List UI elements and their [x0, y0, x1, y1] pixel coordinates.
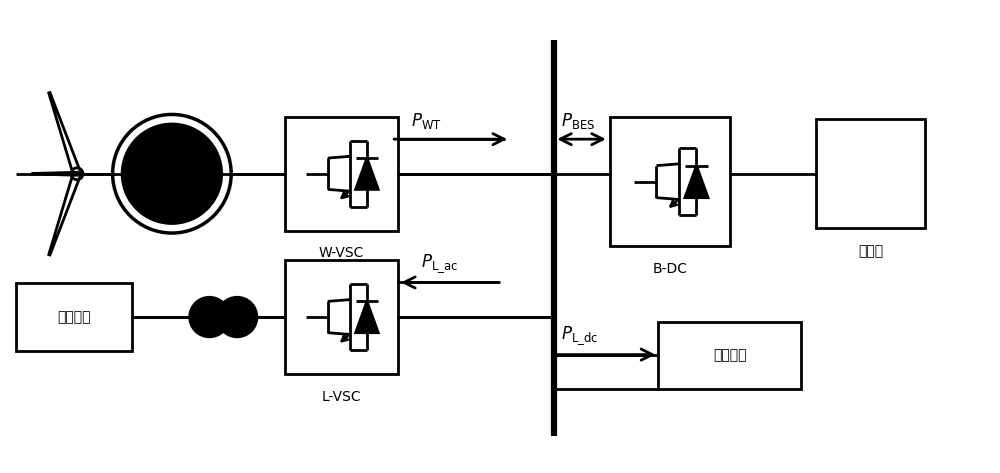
Text: B-DC: B-DC: [652, 262, 687, 276]
Polygon shape: [356, 301, 378, 333]
Bar: [16, 283, 132, 350]
Circle shape: [122, 124, 221, 223]
Text: $P_{\rm L\_ac}$: $P_{\rm L\_ac}$: [421, 252, 458, 274]
Bar: [610, 117, 730, 246]
Circle shape: [217, 297, 257, 337]
Polygon shape: [49, 173, 81, 255]
Polygon shape: [685, 166, 708, 198]
Text: 直流负荷: 直流负荷: [713, 349, 747, 363]
Text: $P_{\rm BES}$: $P_{\rm BES}$: [561, 111, 595, 131]
Text: W-VSC: W-VSC: [319, 246, 364, 260]
Circle shape: [190, 297, 229, 337]
Text: 蓄电池: 蓄电池: [858, 244, 883, 258]
Polygon shape: [33, 172, 77, 175]
Bar: [658, 322, 801, 389]
Text: L-VSC: L-VSC: [322, 390, 361, 403]
Bar: [285, 117, 398, 230]
Bar: [285, 260, 398, 374]
Polygon shape: [49, 93, 81, 175]
Text: $P_{\rm WT}$: $P_{\rm WT}$: [411, 111, 442, 131]
Text: 交流负荷: 交流负荷: [57, 310, 91, 324]
Text: $P_{\rm L\_dc}$: $P_{\rm L\_dc}$: [561, 324, 599, 347]
Text: PMSG: PMSG: [150, 167, 194, 180]
Polygon shape: [356, 158, 378, 189]
Bar: [816, 119, 925, 228]
